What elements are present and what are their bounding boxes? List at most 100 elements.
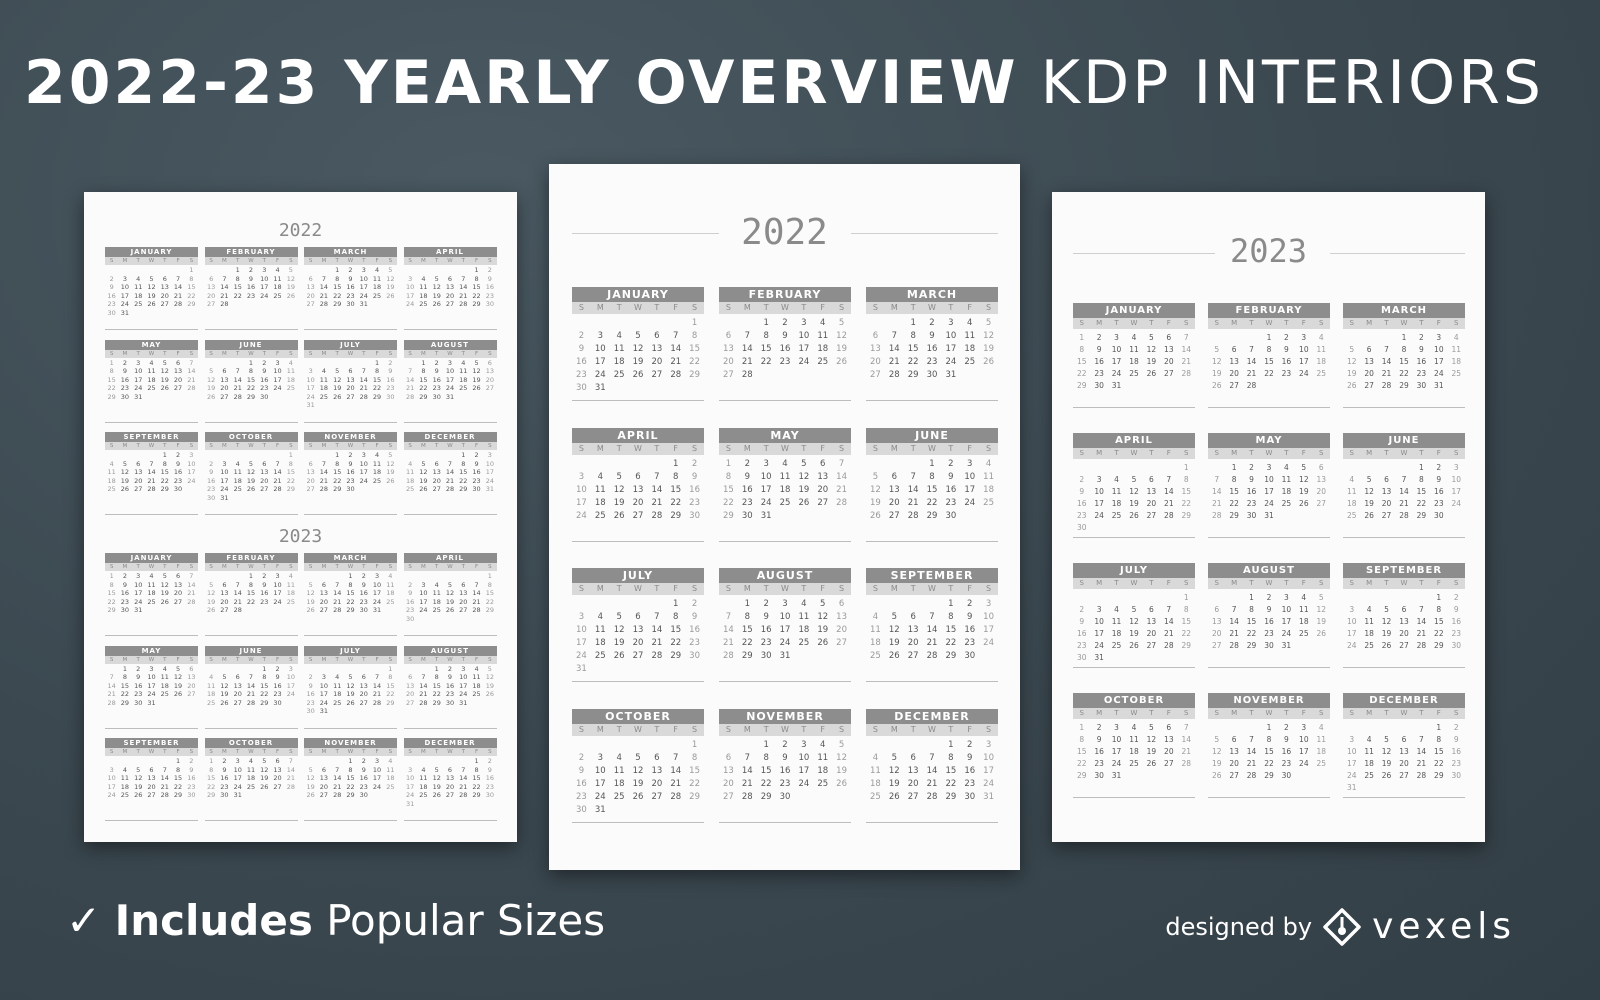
day-cell: 23 [406, 606, 415, 614]
day-cell: 27 [207, 300, 216, 308]
day-cell [866, 598, 885, 611]
weekday-label: W [248, 443, 254, 449]
day-cell: 31 [594, 804, 606, 815]
day-cell: 14 [107, 681, 116, 690]
day-cell: 21 [160, 782, 169, 791]
day-cell [885, 739, 904, 752]
weekday-label: M [122, 258, 128, 264]
day-cell: 2 [967, 739, 973, 750]
day-cell: 11 [134, 283, 143, 291]
day-cell [105, 665, 118, 674]
weekday-label: W [248, 564, 254, 570]
day-cell: 5 [288, 266, 293, 274]
day-cell: 16 [1416, 357, 1427, 366]
day-cell: 6 [321, 765, 326, 774]
day-cell [158, 309, 171, 318]
day-cell: 4 [374, 266, 380, 274]
day-cell: 6 [447, 765, 453, 774]
day-cell: 4 [288, 572, 293, 580]
day-cell: 19 [220, 690, 229, 698]
weekday-label: W [347, 564, 354, 570]
day-cell: 23 [107, 300, 116, 308]
day-cell [470, 615, 483, 624]
day-cell: 28 [233, 392, 242, 401]
day-cell: 17 [273, 589, 282, 597]
weekday-label: T [435, 749, 439, 755]
day-cell: 2 [578, 752, 585, 763]
weekday-label: M [1366, 319, 1373, 327]
day-cell: 19 [1364, 499, 1374, 508]
day-cell: 26 [1299, 499, 1309, 508]
day-cell: 16 [485, 774, 494, 782]
day-cell: 24 [286, 690, 295, 698]
day-cell: 22 [472, 291, 481, 300]
day-cell: 26 [632, 791, 644, 802]
day-cell: 9 [175, 459, 181, 468]
day-cell: 4 [321, 367, 326, 375]
weekday-label: F [275, 443, 280, 449]
day-cell: 20 [1364, 369, 1374, 378]
day-cell: 29 [670, 651, 682, 661]
day-cell: 13 [836, 612, 847, 622]
day-cell: 27 [1229, 771, 1239, 780]
week-row: 9 10 11 12 13 14 15 [572, 765, 704, 778]
weekday-label: W [1130, 449, 1138, 457]
week-row: 25 26 27 28 29 30 [205, 699, 298, 708]
month-divider [304, 727, 397, 729]
month-calendar: NOVEMBER S M T W T F S 1 2 3 4 5 6 7 8 9 10 11 12 13 14 15 16 17… [304, 738, 397, 821]
day-grid: 1 2 3 4 5 6 7 8 9 10 11 12 13 14 15 16 17 18 19 20 21 22 23 24 2… [304, 358, 397, 410]
day-cell: 7 [162, 765, 167, 774]
day-cell: 28 [372, 698, 382, 707]
day-cell [317, 451, 330, 460]
day-cell: 7 [1214, 475, 1220, 484]
day-cell [317, 359, 330, 368]
week-row: 16 17 18 19 20 21 22 [1073, 628, 1195, 640]
week-row: 6 7 8 9 10 11 12 [304, 275, 397, 284]
week-row: 26 27 28 29 30 31 [304, 606, 397, 615]
day-cell: 19 [817, 625, 829, 635]
week-row: 23 24 25 26 27 28 29 [205, 485, 298, 494]
day-cell: 28 [1416, 641, 1427, 650]
day-cell: 28 [173, 300, 183, 308]
day-cell: 19 [160, 375, 169, 384]
day-cell: 22 [670, 638, 682, 648]
weekday-label: W [634, 584, 642, 593]
day-cell: 7 [248, 673, 254, 681]
day-cell [357, 485, 370, 494]
day-cell [384, 300, 397, 309]
week-row: 13 14 15 16 17 18 19 [1208, 616, 1330, 628]
weekday-label: W [347, 443, 354, 449]
week-row: 8 9 10 11 12 13 14 [1073, 734, 1195, 746]
day-cell: 12 [1364, 487, 1374, 496]
day-cell: 9 [408, 589, 413, 597]
day-cell: 13 [459, 589, 468, 597]
day-cell: 8 [474, 274, 479, 283]
month-name: JANUARY [105, 247, 198, 257]
day-cell: 25 [613, 370, 625, 380]
month-calendar: JULY S M T W T F S 1 2 3 4 5 6 7 8 9 10 11 12 13 14 15 16 17 18 19… [572, 568, 704, 682]
day-cell: 2 [487, 266, 492, 274]
day-cell: 24 [319, 698, 329, 707]
day-cell: 11 [1346, 487, 1357, 496]
day-cell [118, 757, 131, 766]
day-grid: 1 2 3 4 5 6 7 8 9 10 11 12 13 14 15 16 17 18 19 20 21 22 23 24 2… [404, 664, 497, 708]
day-cell: 20 [836, 625, 847, 635]
day-cell: 17 [1281, 617, 1292, 626]
weekday-label: T [236, 258, 240, 264]
day-cell: 25 [1364, 641, 1374, 650]
day-cell: 1 [948, 739, 954, 750]
day-cell: 25 [1299, 629, 1309, 638]
week-row: 8 9 10 11 12 13 14 [719, 471, 851, 484]
weekday-label: T [435, 258, 439, 264]
weekday-label: M [890, 724, 898, 734]
day-cell [271, 606, 284, 615]
month-divider [1073, 537, 1195, 538]
day-cell: 16 [187, 774, 196, 782]
day-cell: 21 [233, 597, 242, 606]
day-cell: 3 [109, 765, 114, 774]
day-cell: 9 [348, 459, 353, 468]
day-cell [1160, 652, 1177, 664]
day-cell [1125, 522, 1142, 534]
day-cell: 27 [1399, 641, 1409, 650]
